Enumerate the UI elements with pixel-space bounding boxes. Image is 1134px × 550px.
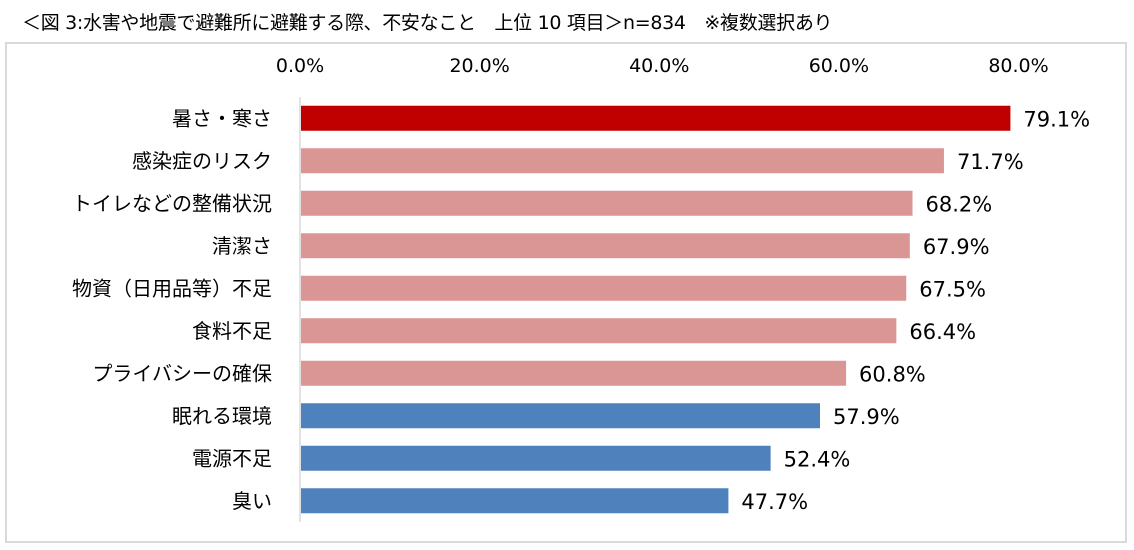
x-tick-label: 40.0% (629, 55, 689, 77)
bar (301, 275, 907, 301)
data-label: 67.9% (923, 235, 990, 259)
data-label: 71.7% (957, 150, 1024, 174)
bar (301, 488, 729, 514)
data-label: 66.4% (909, 320, 976, 344)
bar (301, 403, 821, 429)
x-tick-label: 60.0% (809, 55, 869, 77)
chart-title: ＜図 3:水害や地震で避難所に避難する際、不安なこと 上位 10 項目＞n=83… (22, 12, 833, 34)
data-label: 60.8% (859, 362, 926, 386)
bar (301, 318, 897, 344)
bar (301, 148, 944, 174)
bar (301, 190, 913, 216)
category-label: 物資（日用品等）不足 (72, 276, 272, 300)
category-label: 感染症のリスク (132, 149, 272, 173)
x-tick-label: 0.0% (276, 55, 324, 77)
category-label: トイレなどの整備状況 (72, 191, 272, 215)
data-label: 79.1% (1023, 107, 1090, 131)
bar (301, 105, 1011, 131)
category-label: 臭い (232, 489, 272, 513)
bar (301, 445, 771, 471)
data-label: 57.9% (833, 405, 900, 429)
x-tick-label: 20.0% (449, 55, 509, 77)
bar (301, 360, 847, 386)
category-label: プライバシーの確保 (92, 361, 272, 385)
category-label: 食料不足 (192, 319, 272, 343)
category-label: 清潔さ (212, 234, 272, 258)
data-label: 68.2% (926, 192, 993, 216)
category-label: 暑さ・寒さ (172, 106, 272, 130)
bar (301, 233, 910, 259)
data-label: 47.7% (741, 490, 808, 514)
data-label: 67.5% (919, 277, 986, 301)
chart-frame (5, 42, 1127, 543)
x-tick-label: 80.0% (988, 55, 1048, 77)
category-label: 眠れる環境 (172, 404, 272, 428)
data-label: 52.4% (784, 447, 851, 471)
category-label: 電源不足 (192, 446, 272, 470)
